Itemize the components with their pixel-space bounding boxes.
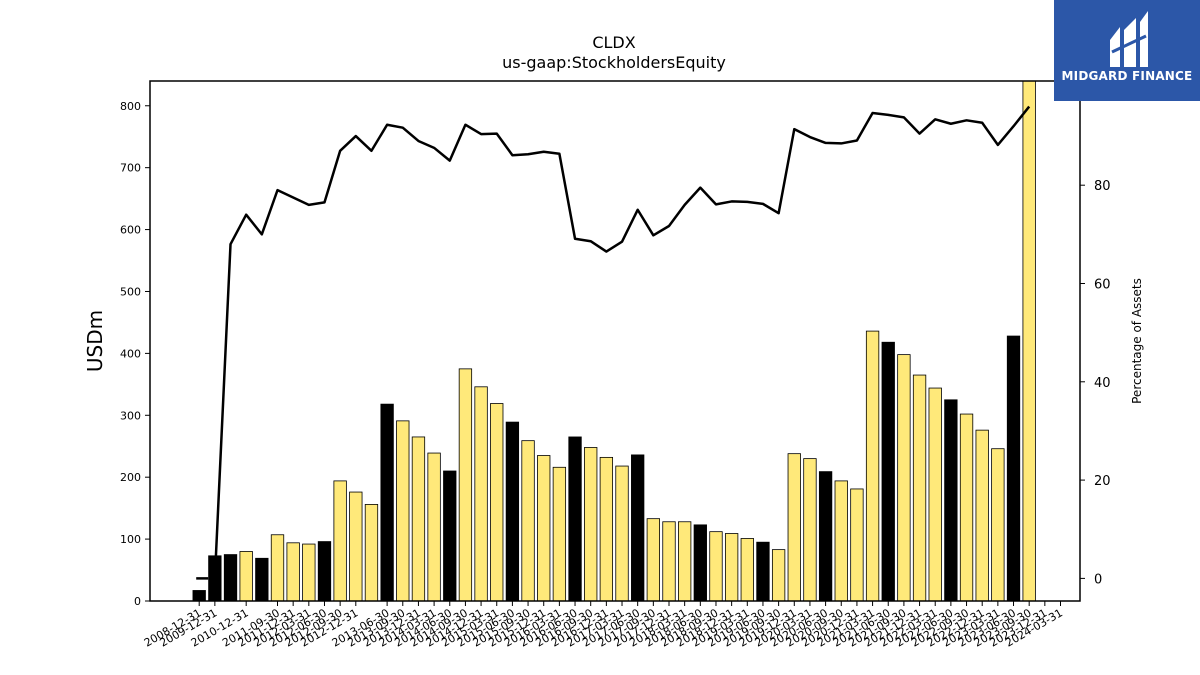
bar [693,524,707,602]
bar [552,466,567,602]
bar [678,521,692,602]
y-axis-label: USDm [83,310,107,372]
bar [317,541,332,602]
bar [255,557,269,602]
bar [349,491,363,602]
bar [396,420,410,602]
bar [443,470,457,602]
bar [239,551,253,602]
bar [599,456,614,602]
bar [458,368,473,602]
bar [881,341,895,602]
bar [975,429,989,602]
bar [286,542,300,602]
logo-mark-icon [1110,11,1148,67]
bar [771,549,786,602]
bar [850,488,864,602]
y-tick-label: 200 [120,471,141,484]
bar [192,590,206,602]
bar [740,538,754,602]
bar [411,436,426,602]
y-tick-label: 0 [134,595,141,608]
bar [615,465,629,602]
y2-axis-label: Percentage of Assets [1130,278,1144,404]
bar [380,403,394,602]
chart-subtitle: us-gaap:StockholdersEquity [502,53,726,72]
bar [818,471,833,602]
percentage-line [213,105,1031,579]
bar [521,440,535,602]
bar [223,554,238,602]
bar [474,386,488,602]
bar [803,458,817,602]
brand-logo: MIDGARD FINANCE [1054,0,1200,101]
y-tick-label: 700 [120,162,141,175]
y2-axis: 0 20 40 60 80 [1080,179,1111,587]
bar [928,387,942,602]
bar [333,480,347,602]
bar [505,421,520,602]
bar [662,521,676,602]
bar [537,455,551,602]
bar [1022,80,1036,602]
plot-frame [149,80,1081,602]
bar [1006,335,1021,602]
y-tick-label: 100 [120,533,141,546]
bar [490,403,504,602]
y-tick-label: 300 [120,409,141,422]
logo-text: MIDGARD FINANCE [1061,69,1193,83]
bar [584,447,598,602]
bar [959,413,974,602]
bar [646,518,660,602]
bar [897,354,911,602]
y-tick-label: 800 [120,100,141,113]
bar [724,533,739,602]
chart-title: CLDX [592,33,635,52]
y-tick-label: 500 [120,285,141,298]
x-axis: 2008-12-312009-12-312010-12-312011-09-30… [142,601,1065,650]
bar [302,543,316,602]
bar [991,448,1005,602]
y2-tick-label: 60 [1094,277,1111,292]
bar [912,374,927,602]
line-group [196,105,1031,580]
bar [631,454,645,602]
bar [364,504,379,602]
bar [787,453,801,602]
y2-tick-label: 0 [1094,572,1102,587]
y-tick-label: 600 [120,224,141,237]
bar [756,541,770,602]
bar [568,436,582,602]
y2-tick-label: 40 [1094,376,1111,391]
bar [427,452,441,602]
y2-tick-label: 20 [1094,474,1111,489]
y2-tick-label: 80 [1094,179,1111,194]
y-tick-label: 400 [120,347,141,360]
y-axis: 0 100 200 300 400 500 600 700 800 [120,100,150,608]
bar [865,330,880,602]
bar [270,534,285,602]
bar [709,531,723,602]
bars-group [192,80,1036,602]
bar [944,399,958,602]
bar [834,480,848,602]
